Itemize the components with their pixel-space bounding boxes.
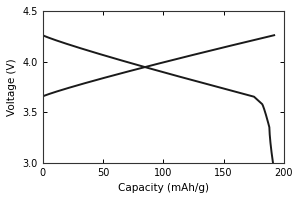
X-axis label: Capacity (mAh/g): Capacity (mAh/g)	[118, 183, 209, 193]
Y-axis label: Voltage (V): Voltage (V)	[7, 58, 17, 116]
